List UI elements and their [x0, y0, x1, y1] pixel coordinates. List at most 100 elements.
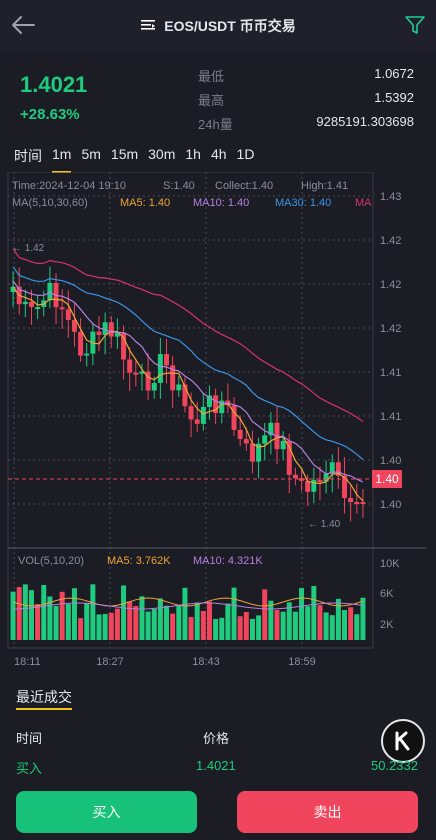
candle-body — [84, 353, 90, 356]
candle-body — [157, 354, 163, 383]
volume-bar — [102, 613, 108, 640]
back-arrow-icon[interactable] — [10, 12, 36, 38]
candle-body — [323, 473, 329, 482]
volume-bar — [164, 605, 170, 640]
volume-bar — [200, 610, 206, 640]
volume-bar — [317, 605, 323, 640]
volume-bar — [237, 616, 243, 640]
volume-bar — [188, 616, 194, 640]
volume-bar — [114, 608, 120, 640]
candle-body — [65, 309, 71, 320]
candle-body — [139, 371, 145, 374]
volume-bar — [151, 609, 157, 640]
buy-button[interactable]: 买入 — [16, 791, 197, 833]
volume-bar — [71, 588, 77, 640]
candle-body — [78, 331, 84, 356]
recent-trades-title[interactable]: 最近成交 — [16, 689, 72, 705]
candle-body — [286, 440, 292, 475]
volume-tick-label: 6K — [380, 588, 394, 600]
tab-1m[interactable]: 1m — [52, 146, 72, 173]
candle-body — [268, 422, 274, 436]
volume-bar — [28, 590, 34, 640]
candle-body — [329, 462, 335, 474]
volume-bar — [157, 598, 163, 640]
volume-bar — [231, 587, 237, 640]
candle-body — [145, 371, 151, 391]
volume-bar — [90, 584, 96, 640]
candle-body — [151, 382, 157, 391]
volume-bar — [133, 605, 139, 640]
column-time: 时间 — [16, 731, 43, 746]
volume-bar — [249, 618, 255, 640]
volume-bar — [256, 615, 262, 640]
chart-frame — [7, 172, 374, 649]
candle-body — [243, 439, 249, 444]
candle-body — [237, 429, 243, 440]
candle-body — [305, 480, 311, 492]
volume-bar — [121, 585, 127, 640]
x-tick-label: 18:27 — [96, 656, 124, 668]
volume-bar — [84, 603, 90, 640]
candle-body — [311, 479, 317, 492]
filter-icon[interactable] — [404, 14, 426, 36]
candle-body — [96, 331, 102, 335]
candle-body — [10, 286, 16, 292]
volume-bar — [360, 597, 366, 640]
candle-body — [262, 435, 268, 444]
column-price: 价格 — [203, 731, 230, 746]
volume-bar — [348, 607, 354, 640]
volume-legend-2: MA10: 4.321K — [193, 555, 263, 567]
tab-15m[interactable]: 15m — [110, 146, 139, 162]
candle-body — [292, 474, 298, 479]
volume-bar — [16, 587, 22, 640]
ticker-summary: 1.4021 +28.63% 最低 1.0672 最高 1.5392 24h量 … — [0, 52, 436, 140]
high-value: 1.5392 — [374, 90, 414, 105]
menu-icon[interactable] — [140, 19, 156, 33]
candle-body — [176, 384, 182, 391]
tab-1d[interactable]: 1D — [236, 146, 255, 162]
volume-bar — [286, 602, 292, 640]
candle-body — [194, 419, 200, 424]
candle-body — [170, 365, 176, 391]
volume-ma5-line — [12, 597, 364, 607]
candle-body — [22, 301, 28, 305]
info-collect: Collect:1.40 — [215, 180, 273, 192]
candle-body — [206, 395, 212, 407]
tab-time[interactable]: 时间 — [14, 148, 42, 164]
candle-body — [35, 307, 41, 310]
candlestick-chart[interactable]: Time:2024-12-04 19:10 S:1.40 Collect:1.40 H… — [0, 172, 436, 672]
tab-4h[interactable]: 4h — [210, 146, 227, 162]
volume-bar — [274, 609, 280, 640]
volume-label: 24h量 — [198, 117, 233, 132]
volume-bar — [22, 584, 28, 640]
volume-bar — [41, 584, 47, 640]
candle-body — [133, 372, 139, 375]
volume-bar — [53, 605, 59, 640]
volume-legend-0: VOL(5,10,20) — [18, 555, 84, 567]
volume-bar — [78, 618, 84, 640]
volume-bar — [262, 589, 268, 640]
volume-bar — [292, 611, 298, 640]
tab-5m[interactable]: 5m — [81, 146, 101, 162]
candle-body — [231, 405, 237, 430]
tab-1h[interactable]: 1h — [185, 146, 201, 162]
candle-body — [71, 319, 77, 332]
candle-body — [354, 502, 360, 504]
trade-price: 1.4021 — [196, 758, 236, 773]
candle-body — [348, 498, 354, 502]
volume-bar — [280, 611, 286, 640]
volume-bar — [342, 610, 348, 640]
last-price-badge — [372, 470, 402, 488]
volume-bar — [145, 611, 151, 640]
volume-bar — [354, 614, 360, 640]
x-tick-label: 18:43 — [192, 656, 220, 668]
page-title-wrap: EOS/USDT 币币交易 — [140, 16, 296, 36]
kraken-logo-icon[interactable] — [381, 719, 425, 763]
candle-body — [127, 359, 133, 373]
volume-bar — [335, 598, 341, 640]
candle-body — [213, 395, 219, 414]
tab-30m[interactable]: 30m — [148, 146, 176, 162]
sell-button[interactable]: 卖出 — [237, 791, 418, 833]
candle-body — [108, 322, 114, 337]
candle-body — [102, 322, 108, 335]
